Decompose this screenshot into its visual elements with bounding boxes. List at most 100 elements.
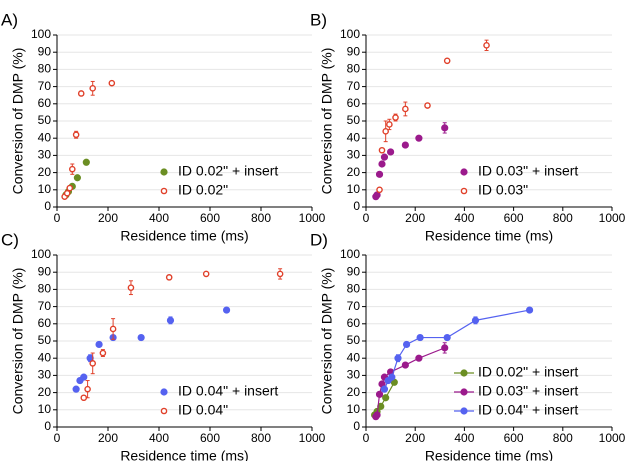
y-tick-label: 30 (38, 368, 52, 382)
marker (415, 134, 423, 142)
y-tick-label: 20 (347, 165, 361, 179)
y-tick-label: 100 (340, 247, 360, 261)
marker (525, 306, 534, 314)
marker (166, 316, 175, 324)
marker (401, 361, 409, 369)
marker (415, 354, 423, 362)
marker (160, 187, 168, 195)
x-tick-label: 0 (363, 431, 370, 445)
x-tick-label: 1000 (599, 211, 626, 225)
marker (443, 57, 451, 65)
x-axis-label: Residence time (ms) (425, 448, 553, 461)
x-axis-label: Residence time (ms) (425, 228, 553, 244)
marker (441, 344, 449, 352)
marker (380, 153, 389, 161)
x-tick-label: 800 (251, 431, 271, 445)
y-tick-label: 60 (347, 96, 361, 110)
y-tick-label: 30 (38, 148, 52, 162)
marker (77, 90, 85, 97)
marker (441, 124, 449, 132)
marker (276, 270, 284, 278)
x-tick-label: 400 (149, 211, 169, 225)
y-axis-label: Conversion of DMP (%) (10, 268, 26, 415)
y-tick-label: 100 (31, 27, 51, 41)
marker (108, 79, 116, 87)
x-tick-label: 600 (200, 431, 220, 445)
x-tick-label: 600 (200, 211, 220, 225)
x-tick-label: 400 (454, 431, 474, 445)
marker (375, 170, 384, 178)
marker (84, 385, 91, 393)
marker (95, 340, 103, 349)
y-tick-label: 60 (38, 316, 52, 330)
y-tick-label: 30 (347, 148, 361, 162)
marker (69, 165, 76, 173)
y-tick-label: 10 (347, 182, 361, 196)
y-tick-label: 50 (347, 113, 361, 127)
marker (460, 187, 468, 195)
x-tick-label: 400 (149, 431, 169, 445)
marker (160, 407, 168, 415)
marker (99, 349, 107, 357)
marker (80, 394, 88, 402)
x-tick-label: 1000 (599, 431, 626, 445)
y-tick-label: 60 (38, 96, 52, 110)
marker (460, 168, 468, 176)
marker (72, 131, 80, 139)
y-tick-label: 40 (38, 130, 52, 144)
legend-label: ID 0.03" (478, 182, 528, 198)
marker (89, 360, 96, 367)
y-tick-label: 20 (38, 385, 52, 399)
legend-label: ID 0.04" + insert (478, 402, 578, 418)
marker (394, 354, 402, 362)
x-tick-label: 800 (553, 211, 573, 225)
y-tick-label: 20 (347, 385, 361, 399)
x-tick-label: 0 (363, 211, 370, 225)
marker (424, 102, 431, 109)
x-tick-label: 600 (504, 211, 524, 225)
x-tick-label: 1000 (299, 431, 326, 445)
y-tick-label: 0 (44, 419, 51, 433)
marker (378, 146, 386, 154)
y-tick-label: 60 (347, 316, 361, 330)
y-tick-label: 100 (31, 247, 51, 261)
x-tick-label: 800 (251, 211, 271, 225)
legend-label: ID 0.02" + insert (178, 163, 278, 179)
x-tick-label: 600 (504, 431, 524, 445)
y-tick-label: 10 (38, 402, 52, 416)
y-tick-label: 90 (38, 264, 52, 278)
y-tick-label: 50 (38, 333, 52, 347)
marker (460, 407, 468, 415)
y-tick-label: 80 (347, 62, 361, 76)
y-tick-label: 70 (38, 79, 52, 93)
x-tick-label: 0 (54, 211, 61, 225)
y-tick-label: 50 (38, 113, 52, 127)
y-tick-label: 40 (347, 350, 361, 364)
x-tick-label: 400 (454, 211, 474, 225)
y-tick-label: 80 (347, 282, 361, 296)
y-axis-label: Conversion of DMP (%) (319, 48, 335, 195)
x-tick-label: 200 (98, 211, 118, 225)
marker (72, 385, 80, 393)
marker (375, 390, 384, 398)
y-tick-label: 70 (347, 299, 361, 313)
marker (376, 186, 383, 194)
marker (202, 270, 210, 278)
marker (402, 340, 411, 349)
x-axis-label: Residence time (ms) (120, 448, 248, 461)
marker (471, 316, 480, 324)
marker (378, 160, 386, 168)
panel-label: A) (1, 10, 18, 29)
marker (160, 168, 168, 176)
y-tick-label: 10 (38, 182, 52, 196)
y-tick-label: 0 (44, 199, 51, 213)
y-tick-label: 70 (347, 79, 361, 93)
x-tick-label: 0 (54, 431, 61, 445)
marker (165, 274, 173, 281)
y-tick-label: 70 (38, 299, 52, 313)
y-axis-label: Conversion of DMP (%) (319, 268, 335, 415)
